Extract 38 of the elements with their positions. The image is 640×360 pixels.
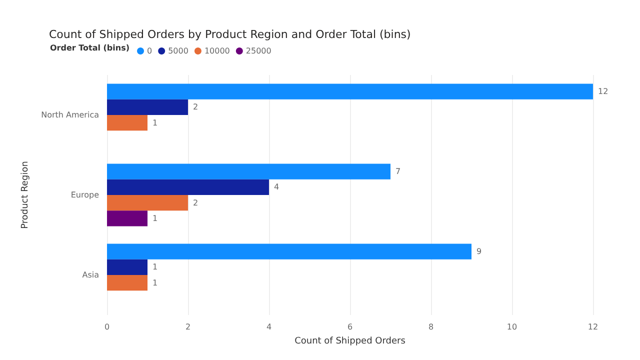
legend-label: 0 [147,46,152,56]
bar [107,259,148,275]
x-axis-title: Count of Shipped Orders [294,336,406,346]
y-tick-label: Europe [70,190,100,200]
bar [107,99,188,115]
legend-label: 5000 [168,46,188,56]
x-tick-label: 8 [428,322,434,332]
bar [107,275,148,291]
x-tick-label: 4 [266,322,272,332]
bar [107,195,188,211]
bar [107,244,472,260]
y-tick-label: Asia [82,270,100,280]
data-label: 12 [598,87,608,96]
data-label: 1 [152,262,158,272]
data-label: 2 [193,198,198,208]
y-tick-label: North America [41,110,100,120]
bar [107,210,148,226]
data-label: 1 [152,118,158,128]
bar [107,179,269,195]
legend-label: 10000 [204,46,230,56]
bar [107,115,148,131]
x-tick-label: 0 [104,322,110,332]
x-tick-label: 2 [185,322,191,332]
y-axis-title: Product Region [20,161,31,229]
data-label: 4 [274,182,280,192]
data-label: 7 [396,167,401,176]
legend-title: Order Total (bins) [50,44,130,52]
data-label: 1 [152,278,158,288]
data-label: 9 [476,247,482,256]
x-tick-label: 10 [506,322,518,332]
x-tick-label: 6 [347,322,353,332]
data-label: 2 [193,102,198,112]
x-tick-label: 12 [588,322,598,332]
bar [107,164,390,180]
data-label: 1 [152,214,158,223]
legend-label: 25000 [246,46,272,56]
bar [107,84,593,100]
chart-title: Count of Shipped Orders by Product Region and Order Total (bins) [49,28,411,41]
